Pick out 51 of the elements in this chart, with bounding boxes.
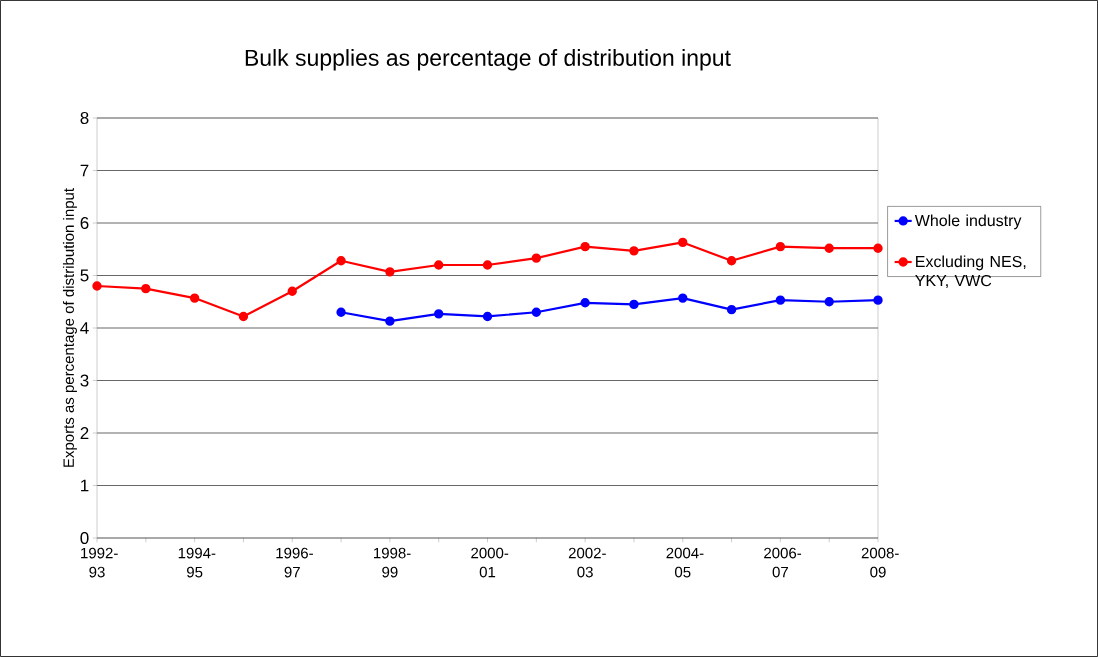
y-tick-label: 7: [80, 164, 89, 177]
point: [336, 307, 346, 317]
y-tick-label: 8: [80, 111, 89, 125]
y-tick-label: 4: [80, 322, 89, 334]
point: [434, 260, 444, 270]
y-tick-label: 6: [80, 216, 89, 230]
x-tick-label: 1996-97: [276, 547, 313, 578]
point: [726, 304, 737, 315]
y-tick-label: 1: [81, 479, 89, 492]
point: [141, 283, 151, 294]
x-tick-label: 2008-09: [861, 547, 899, 578]
point: [287, 286, 297, 296]
point: [189, 293, 200, 303]
point: [824, 243, 834, 253]
point: [531, 253, 542, 263]
legend-label: Whole industry: [914, 214, 1022, 230]
x-tick-label: 2002-03: [568, 547, 606, 578]
point: [824, 297, 834, 307]
point: [873, 243, 883, 253]
point: [238, 311, 249, 322]
point: [580, 241, 590, 252]
point: [678, 293, 688, 303]
y-tick-label: 5: [80, 269, 89, 282]
point: [385, 316, 395, 326]
point: [726, 256, 737, 266]
point: [92, 281, 102, 291]
point: [482, 311, 493, 322]
y-tick-label: 3: [80, 374, 89, 387]
point: [531, 307, 542, 317]
point: [482, 260, 493, 270]
x-tick-label: 1992-93: [81, 547, 118, 578]
legend-label: Excluding NES, YKY, VWC: [915, 255, 1026, 289]
y-tick-label: 2: [80, 427, 89, 439]
x-tick-label: 2006-07: [764, 547, 802, 578]
point: [678, 237, 688, 248]
point: [385, 267, 395, 277]
point: [775, 295, 786, 305]
point: [580, 298, 590, 308]
y-tick-label: 0: [80, 531, 89, 545]
point: [873, 295, 883, 305]
chart-title: Bulk supplies as percentage of distribution input: [245, 49, 731, 71]
point: [775, 241, 786, 252]
x-tick-label: 2004-05: [666, 547, 704, 578]
point: [434, 309, 444, 319]
x-tick-label: 1998-99: [374, 547, 411, 578]
point: [629, 246, 639, 256]
x-tick-label: 1994-95: [178, 547, 216, 578]
x-tick-label: 2000-01: [471, 547, 509, 578]
point: [629, 299, 639, 310]
point: [336, 256, 346, 266]
y-axis-title: Exports as percentage of distribution input: [62, 188, 77, 467]
